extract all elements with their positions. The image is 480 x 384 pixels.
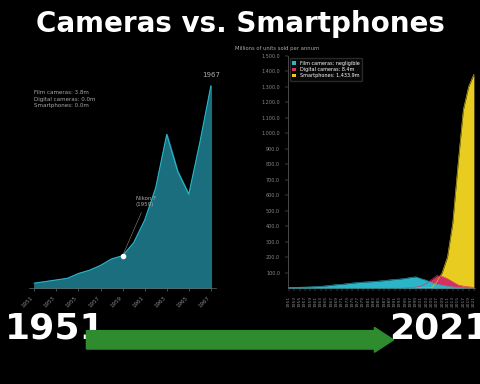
Text: Millions of units sold per annum: Millions of units sold per annum	[235, 46, 319, 51]
Text: 2021: 2021	[389, 311, 480, 345]
Text: Film cameras: 3.8m
Digital cameras: 0.0m
Smartphones: 0.0m: Film cameras: 3.8m Digital cameras: 0.0m…	[34, 90, 96, 108]
Legend: Film cameras: negligible, Digital cameras: 8.4m, Smartphones: 1,433.9m: Film cameras: negligible, Digital camera…	[290, 58, 362, 81]
Text: 1967: 1967	[202, 72, 220, 78]
Text: Nikon F
(1959): Nikon F (1959)	[124, 196, 156, 253]
Text: Cameras vs. Smartphones: Cameras vs. Smartphones	[36, 10, 444, 38]
Text: 1951: 1951	[5, 311, 106, 345]
